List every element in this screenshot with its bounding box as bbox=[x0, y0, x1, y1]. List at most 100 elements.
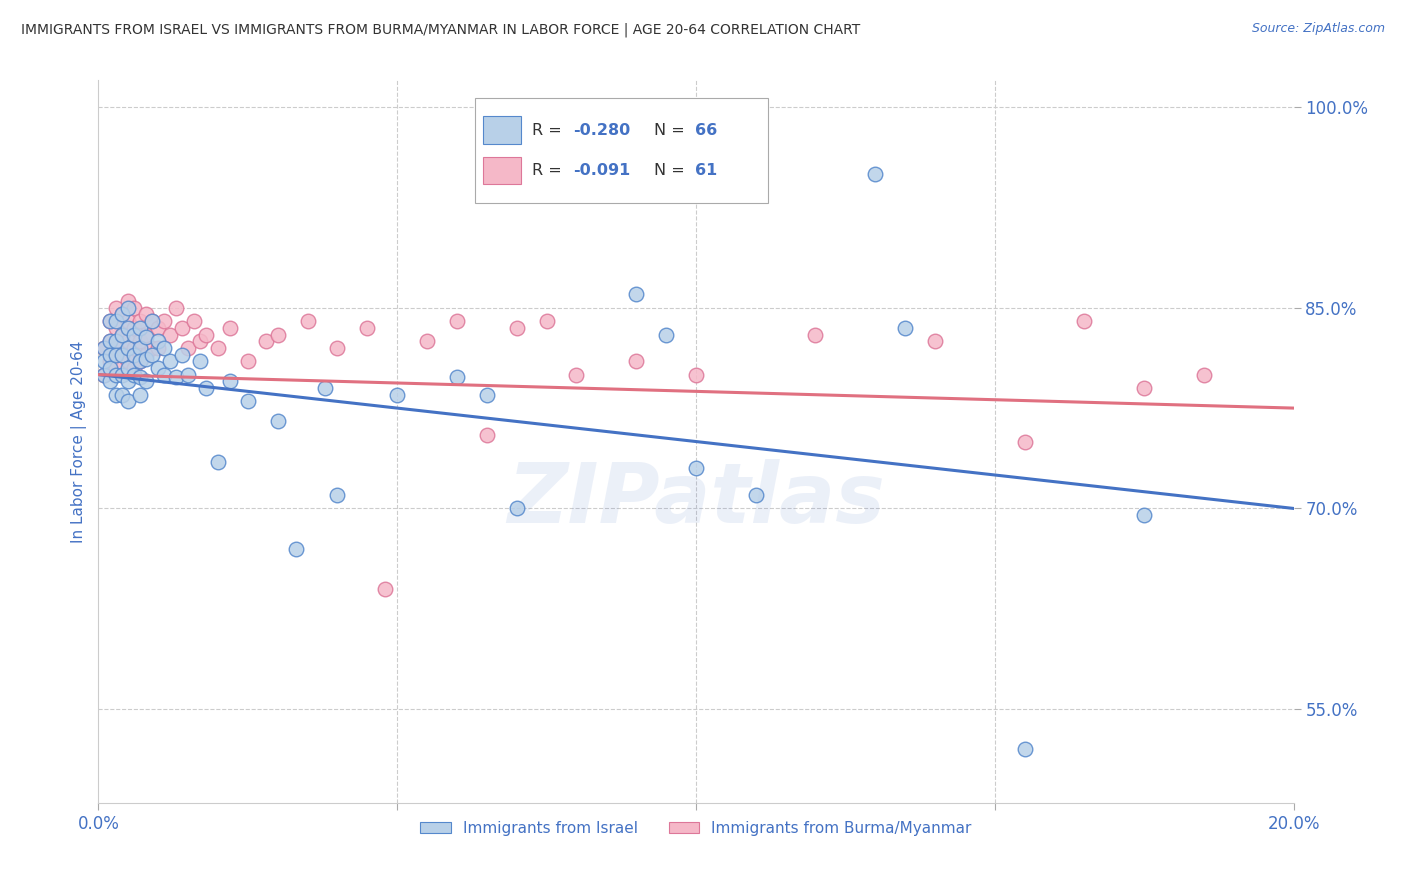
Point bbox=[117, 321, 139, 335]
Point bbox=[177, 341, 200, 355]
Point bbox=[129, 387, 152, 401]
Point bbox=[117, 341, 139, 355]
Point bbox=[98, 334, 122, 349]
Point bbox=[165, 301, 187, 315]
Point bbox=[565, 368, 588, 382]
Point bbox=[117, 375, 139, 389]
Point bbox=[267, 414, 290, 429]
Point bbox=[1014, 434, 1036, 449]
Point bbox=[98, 334, 122, 349]
Text: N =: N = bbox=[654, 163, 690, 178]
Point bbox=[804, 327, 827, 342]
Point bbox=[506, 321, 529, 335]
Legend: Immigrants from Israel, Immigrants from Burma/Myanmar: Immigrants from Israel, Immigrants from … bbox=[415, 815, 977, 842]
Point bbox=[236, 354, 259, 368]
Point bbox=[207, 341, 229, 355]
Point bbox=[326, 341, 349, 355]
Point bbox=[284, 541, 307, 556]
Point bbox=[98, 375, 122, 389]
Point bbox=[111, 327, 134, 342]
Point bbox=[177, 368, 200, 382]
Point bbox=[129, 314, 152, 328]
Point bbox=[626, 287, 648, 301]
Point bbox=[865, 167, 887, 181]
Point bbox=[1133, 508, 1156, 523]
Point bbox=[124, 348, 146, 362]
Point bbox=[219, 321, 242, 335]
Point bbox=[655, 327, 678, 342]
Point bbox=[446, 370, 468, 384]
Point bbox=[135, 308, 157, 322]
Point bbox=[105, 387, 128, 401]
Point bbox=[117, 394, 139, 409]
Point bbox=[148, 334, 170, 349]
FancyBboxPatch shape bbox=[484, 157, 522, 185]
Point bbox=[924, 334, 946, 349]
Text: R =: R = bbox=[533, 163, 567, 178]
Point bbox=[148, 321, 170, 335]
Point bbox=[416, 334, 439, 349]
Point bbox=[685, 461, 707, 475]
Point bbox=[124, 321, 146, 335]
Point bbox=[98, 314, 122, 328]
Point bbox=[117, 334, 139, 349]
Point bbox=[1014, 742, 1036, 756]
Point bbox=[124, 341, 146, 355]
Point bbox=[135, 351, 157, 366]
Point bbox=[188, 354, 211, 368]
Point bbox=[1133, 381, 1156, 395]
Point bbox=[135, 330, 157, 344]
Text: 61: 61 bbox=[695, 163, 717, 178]
Point bbox=[129, 354, 152, 368]
Point bbox=[315, 381, 337, 395]
Point bbox=[111, 308, 134, 322]
Point bbox=[111, 308, 134, 322]
Point bbox=[475, 387, 498, 401]
Point bbox=[129, 354, 152, 368]
Point bbox=[475, 428, 498, 442]
Point bbox=[93, 368, 115, 382]
Point bbox=[105, 341, 128, 355]
Point bbox=[124, 301, 146, 315]
Point bbox=[111, 387, 134, 401]
Point bbox=[153, 341, 176, 355]
Y-axis label: In Labor Force | Age 20-64: In Labor Force | Age 20-64 bbox=[72, 341, 87, 542]
Point bbox=[195, 381, 218, 395]
Point bbox=[183, 314, 205, 328]
Point bbox=[124, 360, 146, 375]
Text: N =: N = bbox=[654, 122, 690, 137]
Point bbox=[135, 375, 157, 389]
Text: -0.280: -0.280 bbox=[572, 122, 630, 137]
Text: R =: R = bbox=[533, 122, 567, 137]
Point bbox=[506, 501, 529, 516]
Point bbox=[117, 314, 139, 328]
Point bbox=[117, 360, 139, 375]
Point bbox=[1073, 314, 1095, 328]
Point bbox=[98, 314, 122, 328]
Point bbox=[685, 368, 707, 382]
Text: ZIPatlas: ZIPatlas bbox=[508, 458, 884, 540]
Point bbox=[105, 348, 128, 362]
Text: -0.091: -0.091 bbox=[572, 163, 630, 178]
Point bbox=[148, 360, 170, 375]
Point bbox=[129, 334, 152, 349]
Point bbox=[93, 341, 115, 355]
Point bbox=[105, 360, 128, 375]
Point bbox=[117, 294, 139, 309]
Point bbox=[267, 327, 290, 342]
Point bbox=[105, 301, 128, 315]
Point bbox=[219, 375, 242, 389]
Point bbox=[111, 368, 134, 382]
Point bbox=[117, 301, 139, 315]
Point bbox=[446, 314, 468, 328]
FancyBboxPatch shape bbox=[484, 117, 522, 144]
Point bbox=[111, 327, 134, 342]
Point bbox=[172, 321, 194, 335]
Point bbox=[536, 314, 558, 328]
Point bbox=[129, 370, 152, 384]
Point bbox=[326, 488, 349, 502]
Point bbox=[159, 327, 181, 342]
Point bbox=[188, 334, 211, 349]
Point bbox=[105, 334, 128, 349]
Point bbox=[135, 327, 157, 342]
